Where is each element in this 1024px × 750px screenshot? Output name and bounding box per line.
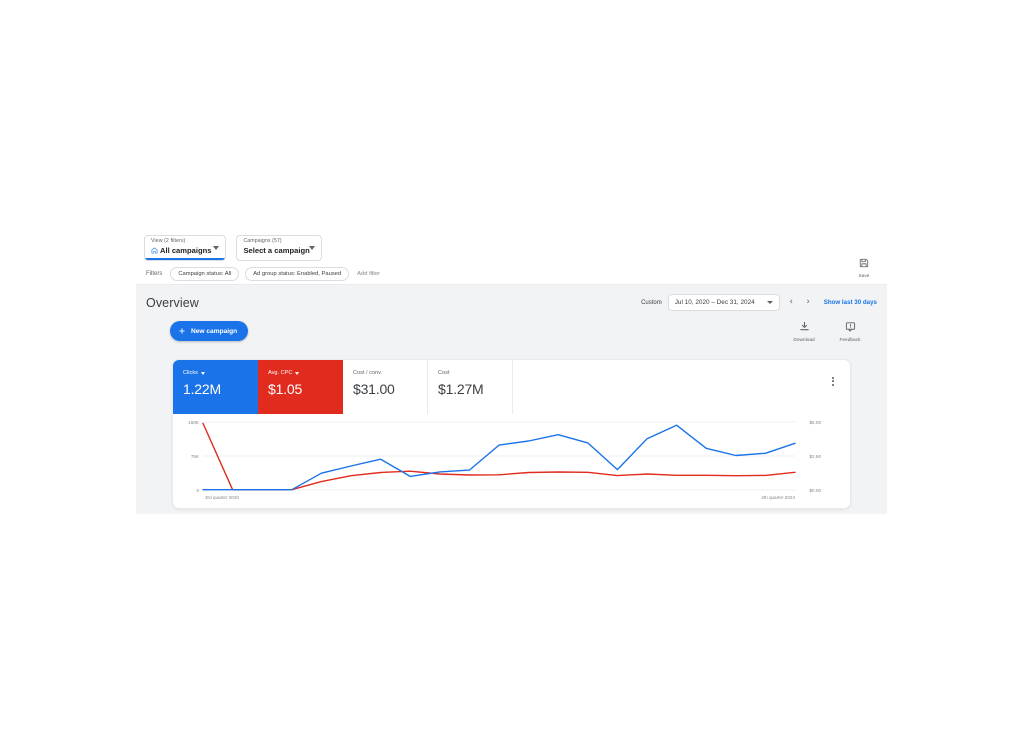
view-selector-active-underline — [145, 258, 225, 260]
date-range-value: Jul 10, 2020 – Dec 31, 2024 — [674, 299, 755, 306]
home-icon — [151, 247, 158, 254]
feedback-icon — [845, 322, 855, 332]
svg-text:$5.00: $5.00 — [810, 420, 822, 425]
chevron-right-icon[interactable]: › — [806, 297, 810, 307]
chart-line-avg-cpc — [202, 422, 796, 491]
save-icon — [859, 258, 869, 268]
chevron-down-icon[interactable] — [213, 246, 219, 250]
metric-tile-cost-per-conv[interactable]: Cost / conv. $31.00 — [343, 360, 428, 414]
chart-canvas: 0 75K 150K $0.00 $2.50 $5.00 3rd quarter 202… — [188, 420, 822, 500]
overview-chart: 0 75K 150K $0.00 $2.50 $5.00 3rd quarter 202… — [173, 414, 850, 508]
selector-bar: View (2 filters) All campaigns Campaigns… — [136, 232, 887, 264]
metric-label-row: Cost / conv. — [353, 369, 427, 377]
metric-label: Cost — [438, 370, 450, 376]
feedback-label: Feedback — [839, 338, 861, 343]
campaign-selector[interactable]: Campaigns (57) Select a campaign — [236, 235, 323, 261]
download-button[interactable]: Download — [789, 319, 819, 343]
view-selector-value: All campaigns — [160, 246, 212, 255]
date-range-picker[interactable]: Jul 10, 2020 – Dec 31, 2024 — [667, 294, 780, 311]
date-range-controls: Custom Jul 10, 2020 – Dec 31, 2024 ‹ › S… — [641, 294, 877, 311]
metric-value: $1.27M — [438, 381, 484, 397]
metric-value: $1.05 — [268, 381, 303, 397]
show-last-30-days-link[interactable]: Show last 30 days — [823, 299, 877, 306]
chevron-down-icon[interactable] — [295, 371, 300, 375]
download-label: Download — [793, 338, 815, 343]
svg-text:75K: 75K — [191, 454, 200, 459]
page-header: Overview Custom Jul 10, 2020 – Dec 31, 2… — [136, 285, 887, 321]
feedback-button[interactable]: Feedback — [835, 319, 865, 343]
page-title: Overview — [146, 296, 199, 310]
campaign-selector-value: Select a campaign — [243, 246, 310, 255]
save-button-label: Save — [858, 274, 870, 279]
filter-chip-campaign-status[interactable]: Campaign status: All — [170, 267, 240, 281]
metric-tile-avg-cpc[interactable]: Avg. CPC $1.05 — [258, 360, 343, 414]
filters-label: Filters — [146, 271, 163, 277]
action-icons: Download Feedback — [789, 319, 865, 343]
metric-label: Clicks — [183, 370, 198, 376]
chart-left-axis-ticks: 0 75K 150K — [188, 420, 200, 493]
view-selector[interactable]: View (2 filters) All campaigns — [144, 235, 226, 261]
chevron-down-icon[interactable] — [309, 246, 316, 250]
view-selector-caption: View (2 filters) — [151, 238, 186, 244]
metric-label-row: Clicks — [183, 369, 258, 377]
chevron-down-icon — [766, 301, 773, 304]
svg-text:$2.50: $2.50 — [810, 454, 822, 459]
new-campaign-button[interactable]: New campaign — [170, 321, 249, 341]
action-row: New campaign Download Feedback — [136, 321, 887, 347]
metric-label-row: Avg. CPC — [268, 369, 343, 377]
more-vert-icon[interactable] — [828, 377, 838, 386]
save-button[interactable]: Save — [851, 255, 877, 279]
date-range-preset-label: Custom — [641, 299, 662, 306]
metric-value: $31.00 — [353, 381, 395, 397]
metric-tile-cost[interactable]: Cost $1.27M — [428, 360, 513, 414]
plus-icon — [179, 328, 185, 334]
metric-tile-clicks[interactable]: Clicks 1.22M — [173, 360, 258, 414]
chevron-down-icon[interactable] — [200, 371, 205, 375]
filter-chip-ad-group-status[interactable]: Ad group status: Enabled, Paused — [245, 267, 350, 281]
google-ads-overview-panel: View (2 filters) All campaigns Campaigns… — [136, 232, 887, 514]
svg-text:0: 0 — [196, 488, 199, 493]
chevron-left-icon[interactable]: ‹ — [789, 297, 793, 307]
svg-text:3rd quarter 2020: 3rd quarter 2020 — [205, 495, 239, 500]
svg-text:4th quarter 2024: 4th quarter 2024 — [761, 495, 795, 500]
metric-tiles: Clicks 1.22M Avg. CPC $1.05 Cost / conv.… — [173, 360, 850, 414]
filters-bar: Filters Campaign status: All Ad group st… — [136, 258, 887, 285]
metric-value: 1.22M — [183, 381, 221, 397]
new-campaign-label: New campaign — [191, 327, 238, 335]
metric-label: Cost / conv. — [353, 370, 383, 376]
chart-gridlines — [203, 421, 795, 491]
overview-card: Clicks 1.22M Avg. CPC $1.05 Cost / conv.… — [172, 359, 851, 509]
metric-label-row: Cost — [438, 369, 512, 377]
chart-right-axis-ticks: $0.00 $2.50 $5.00 — [810, 420, 822, 493]
chart-line-clicks — [202, 424, 796, 491]
campaign-selector-value-row: Select a campaign — [243, 245, 309, 256]
view-selector-value-row: All campaigns — [151, 245, 211, 256]
download-icon — [799, 321, 809, 331]
add-filter-button[interactable]: Add filter — [357, 271, 381, 277]
chart-x-axis-ticks: 3rd quarter 2020 4th quarter 2024 — [205, 495, 795, 500]
svg-text:$0.00: $0.00 — [810, 488, 822, 493]
svg-text:150K: 150K — [188, 420, 200, 425]
campaign-selector-caption: Campaigns (57) — [243, 238, 282, 244]
metric-label: Avg. CPC — [268, 370, 293, 376]
